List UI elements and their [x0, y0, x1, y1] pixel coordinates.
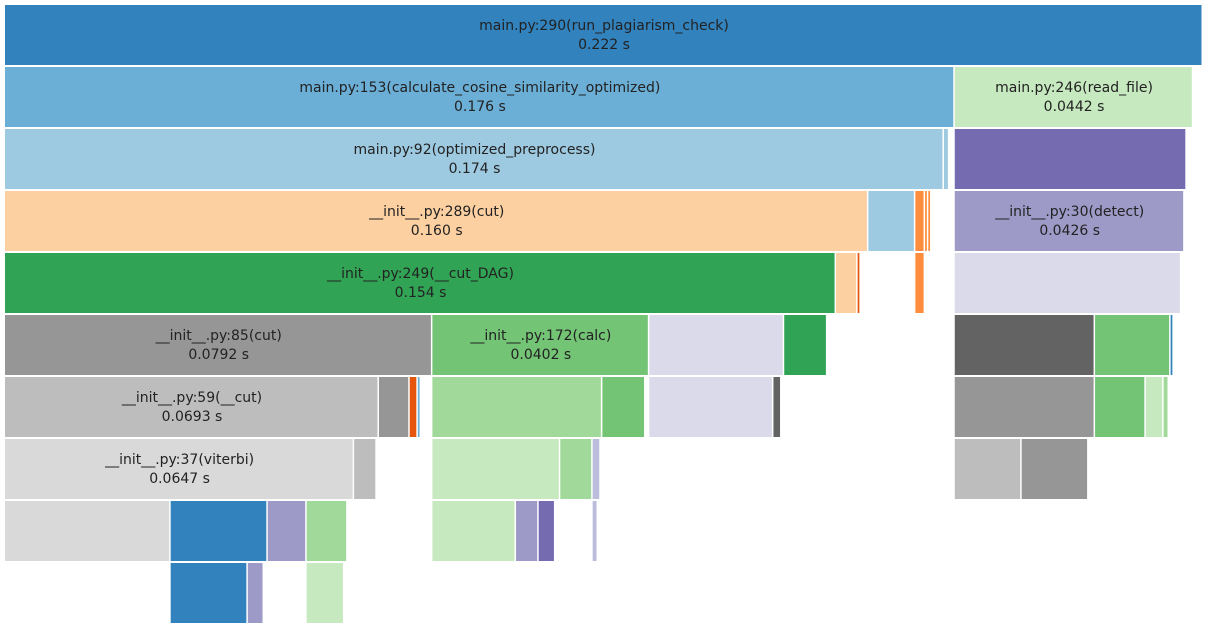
frame-block [954, 315, 1094, 375]
frame-time: 0.0792 s [188, 347, 249, 363]
frame-block [247, 563, 263, 623]
frame-block [649, 377, 772, 437]
frame-label: main.py:153(calculate_cosine_similarity_… [299, 80, 660, 96]
frame-time: 0.0442 s [1044, 99, 1105, 115]
frame-block [432, 439, 559, 499]
frame-block [857, 253, 860, 313]
frame-label: __init__.py:249(__cut_DAG) [326, 266, 514, 282]
frame-block [943, 129, 948, 189]
frame-time: 0.160 s [411, 223, 463, 239]
frame-block [5, 253, 835, 313]
frame-block [1170, 315, 1173, 375]
frame-block [954, 253, 1180, 313]
frame-block [954, 67, 1192, 127]
frame-time: 0.0693 s [162, 409, 223, 425]
frame-block [170, 501, 267, 561]
frame-block [5, 439, 353, 499]
frame-block [409, 377, 417, 437]
frame-block [560, 439, 592, 499]
frame-block [5, 315, 431, 375]
frame-block [954, 129, 1186, 189]
frame-block [1095, 315, 1170, 375]
frame-time: 0.176 s [454, 99, 506, 115]
frame-time: 0.0426 s [1039, 223, 1100, 239]
frame-block [784, 315, 826, 375]
frame-time: 0.222 s [578, 37, 630, 53]
frame-block [954, 377, 1094, 437]
frame-block [925, 191, 927, 251]
frame-block [915, 191, 924, 251]
frame-label: __init__.py:85(cut) [155, 328, 282, 344]
frame-block [868, 191, 914, 251]
frame-block [5, 377, 378, 437]
frame-block [954, 439, 1021, 499]
frame-time: 0.0402 s [510, 347, 571, 363]
frame-time: 0.0647 s [149, 471, 210, 487]
frame-block [602, 377, 645, 437]
frame-block [649, 315, 783, 375]
frame-block [5, 67, 954, 127]
frame-block [432, 377, 601, 437]
frame-label: __init__.py:59(__cut) [121, 390, 262, 406]
frame-time: 0.174 s [449, 161, 501, 177]
frame-block [170, 563, 247, 623]
frame-block [954, 191, 1184, 251]
frame-block [1145, 377, 1163, 437]
frame-block [306, 501, 347, 561]
frame-block [5, 5, 1202, 65]
frame-block [928, 191, 931, 251]
frame-label: __init__.py:37(viterbi) [104, 452, 254, 468]
frame-label: __init__.py:30(detect) [994, 204, 1144, 220]
frame-block [592, 439, 600, 499]
frame-label: main.py:92(optimized_preprocess) [353, 142, 595, 158]
frame-block [516, 501, 538, 561]
frame-block [5, 191, 867, 251]
frame-block [5, 501, 170, 561]
frame-block [378, 377, 409, 437]
frame-block [1095, 377, 1145, 437]
frame-block [432, 501, 515, 561]
frame-block [417, 377, 420, 437]
frame-block [306, 563, 343, 623]
frame-label: __init__.py:172(calc) [469, 328, 611, 344]
frame-block [354, 439, 376, 499]
frame-label: main.py:290(run_plagiarism_check) [479, 18, 729, 34]
frame-block [5, 129, 943, 189]
frame-label: main.py:246(read_file) [995, 80, 1153, 96]
frame-block [267, 501, 306, 561]
frame-block [836, 253, 857, 313]
frame-block [1021, 439, 1088, 499]
frame-block [1163, 377, 1168, 437]
frame-block [592, 501, 597, 561]
frame-block [538, 501, 554, 561]
frame-block [432, 315, 648, 375]
frame-block [915, 253, 924, 313]
frame-label: __init__.py:289(cut) [368, 204, 504, 220]
frame-block [773, 377, 781, 437]
frame-time: 0.154 s [395, 285, 447, 301]
